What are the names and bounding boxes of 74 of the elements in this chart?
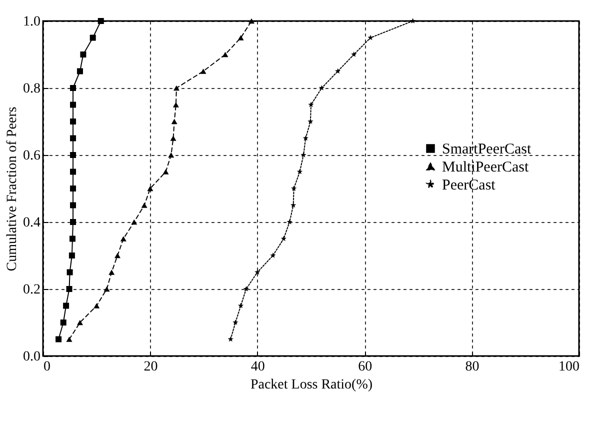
- point: [270, 252, 276, 258]
- point: [228, 336, 234, 342]
- point: [90, 34, 96, 41]
- legend-label: MultiPeerCast: [442, 160, 530, 176]
- point: [410, 18, 416, 24]
- point: [70, 186, 76, 192]
- x-tick-label: 80: [465, 360, 480, 374]
- x-tick-label: 0: [44, 360, 50, 374]
- point: [171, 118, 178, 124]
- point: [98, 18, 104, 24]
- point: [200, 68, 206, 74]
- point: [318, 85, 325, 90]
- y-tick-label: 0.8: [23, 82, 40, 96]
- point: [76, 320, 83, 326]
- point: [80, 52, 86, 58]
- x-axis-title: Packet Loss Ratio(%): [250, 378, 373, 392]
- point: [162, 169, 169, 174]
- point: [70, 168, 76, 175]
- point: [120, 236, 126, 242]
- point: [291, 186, 297, 191]
- legend-label: PeerCast: [442, 178, 496, 194]
- point: [66, 286, 72, 292]
- point: [70, 85, 76, 91]
- point: [302, 135, 308, 141]
- y-tick-label: 0.4: [23, 216, 40, 230]
- point: [300, 152, 306, 158]
- point: [63, 302, 70, 309]
- point: [296, 168, 303, 174]
- point: [308, 118, 314, 124]
- x-tick-label: 40: [250, 360, 265, 374]
- point: [66, 269, 73, 276]
- point: [168, 152, 174, 158]
- point: [60, 320, 66, 326]
- point: [147, 186, 154, 192]
- point: [70, 202, 76, 208]
- point: [70, 152, 76, 158]
- point: [243, 286, 249, 292]
- point: [351, 52, 357, 57]
- point: [141, 202, 148, 208]
- point: [70, 102, 76, 108]
- y-axis-title: Cumulative Fraction of Peers: [5, 106, 20, 272]
- point: [70, 135, 76, 142]
- point: [248, 18, 255, 24]
- y-tick-label: 1.0: [23, 14, 40, 30]
- point: [66, 336, 72, 342]
- point: [368, 34, 374, 40]
- point: [232, 320, 238, 325]
- point: [56, 336, 62, 342]
- point: [69, 236, 76, 242]
- legend-label: SmartPeerCast: [442, 142, 532, 158]
- point: [114, 252, 121, 258]
- point: [104, 286, 110, 292]
- point: [170, 136, 176, 141]
- point: [108, 270, 115, 275]
- y-tick-label: 0.6: [23, 148, 40, 164]
- point: [308, 102, 314, 108]
- y-tick-label: 0.0: [23, 350, 40, 364]
- point: [131, 219, 138, 225]
- point: [70, 118, 76, 124]
- point: [280, 236, 287, 242]
- point: [94, 303, 100, 308]
- point: [334, 68, 341, 74]
- x-tick-label: 100: [558, 360, 580, 374]
- point: [76, 68, 83, 74]
- point: [238, 302, 244, 308]
- y-tick-label: 0.2: [23, 282, 40, 298]
- point: [238, 35, 244, 40]
- x-tick-label: 20: [144, 360, 158, 374]
- point: [222, 52, 228, 58]
- x-tick-label: 60: [358, 360, 372, 374]
- point: [68, 252, 75, 258]
- point: [286, 219, 292, 224]
- point: [70, 219, 76, 225]
- point: [173, 85, 180, 91]
